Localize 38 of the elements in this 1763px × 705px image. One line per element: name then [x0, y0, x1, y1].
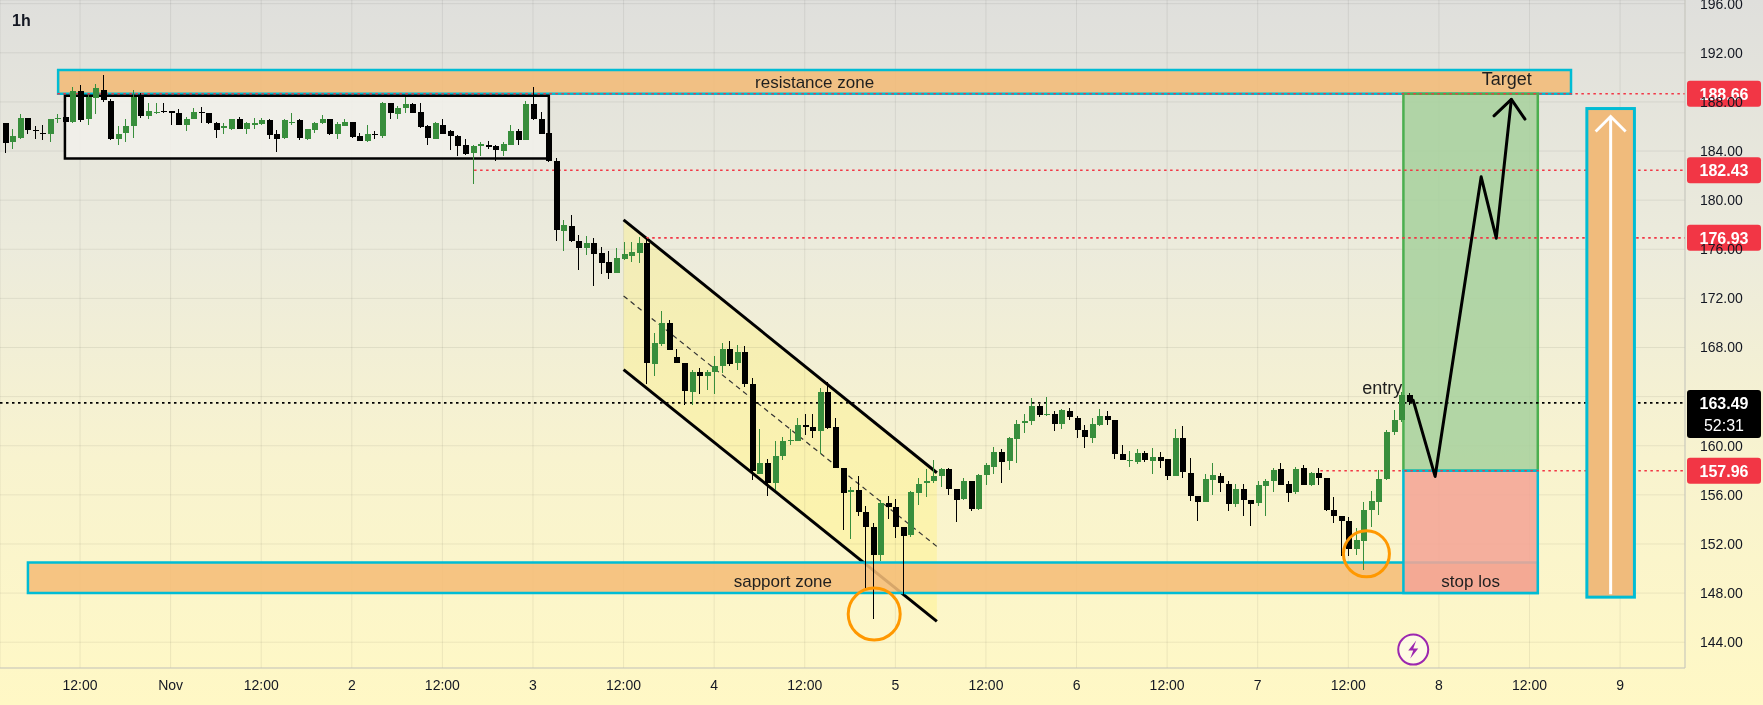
x-tick-label: 12:00 [62, 676, 98, 693]
x-tick-label: 8 [1434, 676, 1443, 693]
annotation: entry [1362, 377, 1403, 398]
x-tick-label: 12:00 [1511, 676, 1548, 693]
x-tick-label: 12:00 [1149, 676, 1185, 693]
ref-line-label: 157.96 [1699, 462, 1749, 480]
x-tick-label: 2 [347, 676, 356, 693]
y-tick-label: 184.00 [1700, 143, 1744, 160]
y-tick-label: 168.00 [1700, 339, 1744, 356]
y-tick-label: 148.00 [1700, 585, 1744, 602]
y-tick-label: 160.00 [1700, 437, 1744, 454]
y-tick-label: 192.00 [1700, 44, 1744, 61]
band-label: resistance zone [755, 72, 875, 92]
annotation: Target [1481, 68, 1532, 89]
x-tick-label: 12:00 [1330, 676, 1367, 693]
ref-line-label: 182.43 [1699, 162, 1749, 180]
x-tick-label: 12:00 [787, 676, 823, 693]
ref-line-label: 163.49 [1699, 394, 1749, 412]
band-label: sapport zone [733, 572, 833, 592]
x-tick-label: 5 [891, 676, 900, 693]
x-tick-label: 12:00 [968, 676, 1004, 693]
x-tick-label: 12:00 [243, 676, 279, 693]
x-tick-label: 12:00 [424, 676, 461, 693]
text: 1h [12, 12, 31, 29]
y-tick-label: 172.00 [1700, 290, 1744, 307]
y-tick-label: 144.00 [1700, 634, 1744, 651]
x-tick-label: Nov [158, 676, 184, 693]
x-tick-label: 12:00 [606, 676, 642, 693]
y-tick-label: 152.00 [1700, 535, 1744, 552]
band-label: stop los [1441, 572, 1500, 592]
x-tick-label: 7 [1253, 676, 1262, 693]
text: 52:31 [1703, 416, 1745, 434]
x-tick-label: 3 [529, 676, 538, 693]
y-tick-label: 180.00 [1700, 192, 1744, 209]
y-tick-label: 156.00 [1700, 486, 1744, 503]
x-tick-label: 4 [710, 676, 719, 693]
x-tick-label: 9 [1616, 676, 1625, 693]
x-tick-label: 6 [1072, 676, 1081, 693]
